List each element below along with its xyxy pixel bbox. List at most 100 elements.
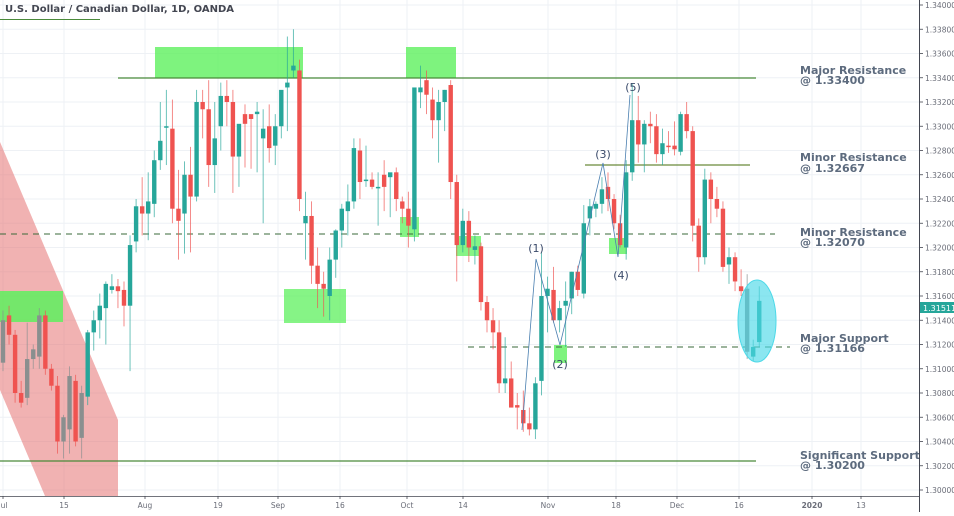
- candle: [242, 104, 248, 168]
- candle: [630, 83, 635, 181]
- minor-resistance-2-value: @ 1.32070: [800, 236, 865, 249]
- candle: [412, 87, 417, 242]
- price-tick-label: 1.33600: [925, 50, 954, 59]
- price-tick-label: 1.31800: [925, 268, 954, 277]
- price-tick-label: 1.32800: [925, 147, 954, 156]
- candle: [460, 208, 465, 253]
- candle: [648, 111, 653, 144]
- candle: [152, 150, 157, 218]
- candle: [363, 145, 369, 187]
- candle: [37, 308, 42, 369]
- candle: [267, 104, 272, 163]
- major-support-value: @ 1.31166: [800, 342, 865, 355]
- candle: [551, 266, 556, 323]
- candle: [303, 191, 308, 260]
- candle: [73, 374, 78, 447]
- candle: [127, 235, 133, 372]
- price-ticks: 1.34000 1.33800 1.33600 1.33400 1.33200 1.330…: [919, 1, 954, 495]
- candle: [91, 310, 96, 351]
- candle: [502, 337, 508, 393]
- time-axis[interactable]: Jul 15 Aug 19 Sep 16 Oct 14 Nov 18 Dec 16 2020 13: [0, 496, 919, 510]
- candle: [103, 281, 109, 345]
- wave-label-1: (1): [528, 242, 544, 255]
- price-tick-label: 1.33200: [925, 98, 954, 107]
- major-support-title: Major Support: [800, 332, 889, 345]
- minor-resistance-1-title: Minor Resistance: [800, 151, 907, 164]
- candle: [478, 242, 484, 311]
- time-ticks: Jul 15 Aug 19 Sep 16 Oct 14 Nov 18 Dec 16 2020 13: [0, 496, 866, 510]
- price-tick-label: 1.30400: [925, 438, 954, 447]
- candle: [442, 89, 447, 132]
- candle: [369, 172, 375, 190]
- candle: [25, 322, 30, 406]
- time-tick-label: Aug: [138, 501, 153, 510]
- price-tick-label: 1.34000: [925, 1, 954, 10]
- candle: [273, 114, 278, 166]
- candle: [714, 186, 720, 218]
- candle: [660, 128, 665, 166]
- major-resistance-title: Major Resistance: [800, 64, 906, 77]
- candle: [97, 293, 102, 339]
- candle: [708, 172, 714, 224]
- price-tick-label: 1.32600: [925, 171, 954, 180]
- major-resistance-value: @ 1.33400: [800, 74, 865, 87]
- candle: [472, 235, 478, 265]
- elliott-wave-lines: [521, 94, 631, 431]
- wave-label-3: (3): [595, 148, 611, 161]
- candle: [642, 120, 647, 173]
- candle: [297, 59, 302, 212]
- candle: [188, 146, 193, 253]
- candle: [333, 229, 338, 278]
- candle: [49, 363, 54, 391]
- green-zone-oct-top: [406, 47, 456, 78]
- candle: [545, 276, 550, 333]
- candle: [484, 296, 490, 333]
- candle: [339, 203, 344, 248]
- candle: [139, 177, 145, 236]
- price-tick-label: 1.31600: [925, 292, 954, 301]
- candle: [436, 89, 441, 163]
- candle: [623, 160, 629, 260]
- candle: [31, 344, 36, 369]
- candle: [6, 305, 12, 345]
- candle: [666, 131, 671, 153]
- candle: [454, 174, 459, 282]
- wave-labels: (1) (2) (3) (4) (5): [528, 81, 641, 371]
- candle: [345, 184, 351, 236]
- significant-support-title: Significant Support: [800, 449, 920, 462]
- price-tick-label: 1.33000: [925, 122, 954, 131]
- time-tick-label: 16: [734, 501, 744, 510]
- green-zone-wave2: [554, 345, 567, 363]
- candle: [375, 172, 381, 226]
- last-price-tag: 1.31511: [920, 302, 954, 313]
- candle: [61, 414, 66, 459]
- candle: [563, 281, 568, 347]
- candle: [182, 161, 187, 254]
- candle: [230, 89, 236, 193]
- candle: [684, 102, 689, 139]
- highlight-ellipse: [737, 279, 777, 363]
- candle: [430, 87, 435, 139]
- candle: [690, 126, 695, 242]
- candle: [321, 271, 326, 317]
- price-tick-label: 1.30200: [925, 462, 954, 471]
- price-tick-label: 1.33400: [925, 74, 954, 83]
- candle: [285, 36, 290, 132]
- candle: [170, 99, 175, 224]
- candle: [18, 380, 24, 408]
- candle: [291, 29, 296, 78]
- candle: [581, 205, 586, 299]
- price-axis[interactable]: 1.34000 1.33800 1.33600 1.33400 1.33200 1.330…: [919, 0, 954, 512]
- candle: [109, 274, 115, 294]
- candle: [357, 138, 363, 199]
- candle: [448, 80, 453, 199]
- candle: [67, 366, 72, 454]
- candle: [158, 102, 163, 170]
- price-tick-label: 1.31200: [925, 341, 954, 350]
- time-tick-label: Sep: [271, 501, 285, 510]
- time-tick-label: Nov: [541, 501, 556, 510]
- green-zone-sep-low: [284, 289, 346, 323]
- time-tick-label: 18: [611, 501, 621, 510]
